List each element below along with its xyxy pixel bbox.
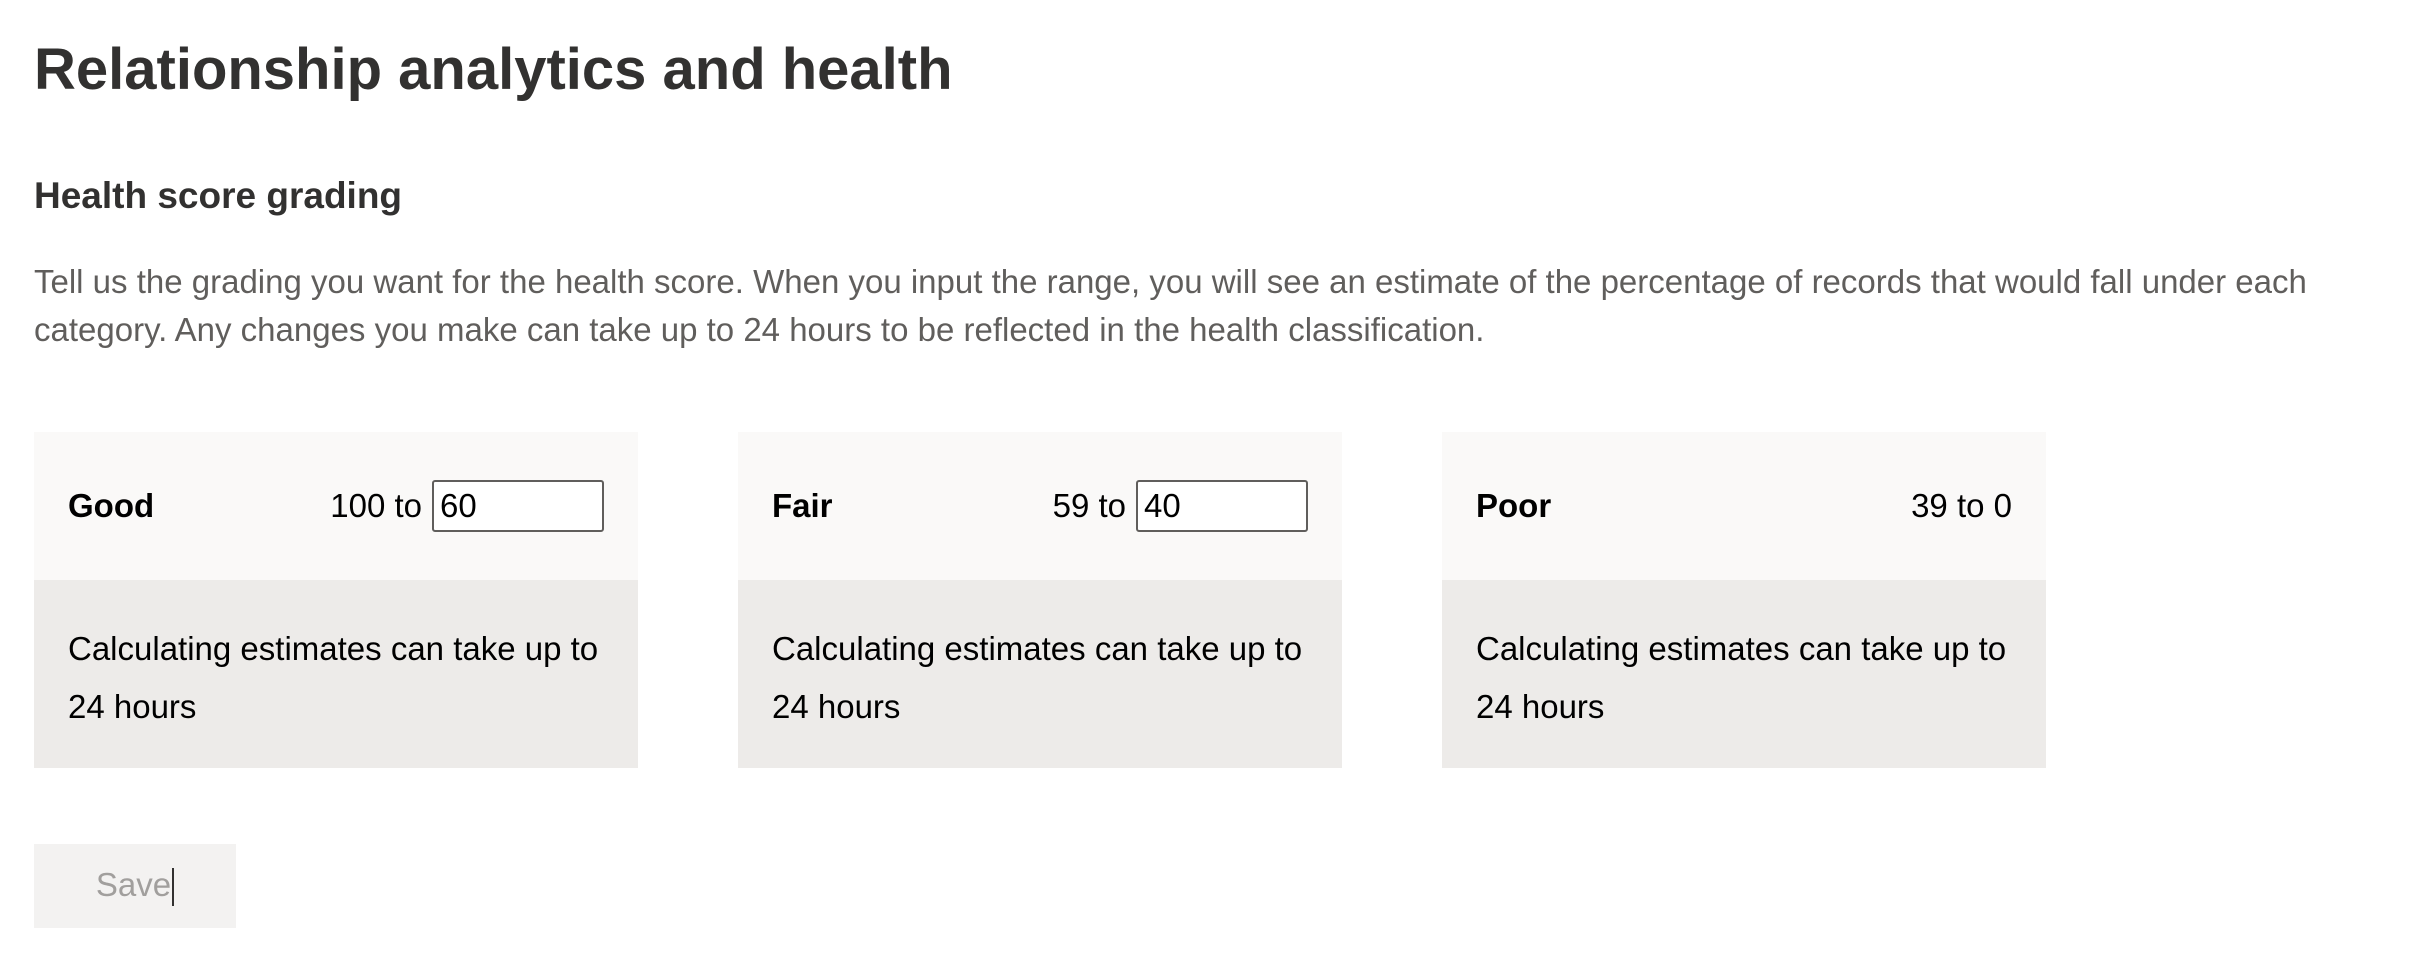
estimate-text-poor: Calculating estimates can take up to 24 … [1476, 630, 2007, 725]
grade-card-body: Calculating estimates can take up to 24 … [1442, 580, 2046, 768]
range-prefix-fair: 59 to [1052, 487, 1126, 524]
section-description: Tell us the grading you want for the hea… [34, 263, 2307, 348]
grade-label-fair: Fair [772, 487, 833, 524]
grade-card-header: Good 100 to [34, 432, 638, 580]
grade-card-poor: Poor 39 to 0 Calculating estimates can t… [1442, 432, 2046, 768]
grade-range-good: 100 to [330, 478, 604, 534]
grade-range-fair: 59 to [1053, 478, 1308, 534]
page-title: Relationship analytics and health [34, 37, 953, 102]
good-lower-bound-input[interactable] [432, 480, 604, 532]
range-text-poor: 39 to 0 [1911, 487, 2012, 524]
grade-card-fair: Fair 59 to Calculating estimates can tak… [738, 432, 1342, 768]
estimate-text-good: Calculating estimates can take up to 24 … [68, 630, 599, 725]
estimate-text-fair: Calculating estimates can take up to 24 … [772, 630, 1303, 725]
grade-card-good: Good 100 to Calculating estimates can ta… [34, 432, 638, 768]
section-title: Health score grading [34, 175, 403, 216]
save-button-label: Save [95, 865, 172, 903]
save-button[interactable]: Save [34, 844, 236, 928]
grade-card-body: Calculating estimates can take up to 24 … [34, 580, 638, 768]
grade-card-body: Calculating estimates can take up to 24 … [738, 580, 1342, 768]
grade-card-header: Poor 39 to 0 [1442, 432, 2046, 580]
grade-range-poor: 39 to 0 [1911, 478, 2012, 534]
grade-label-good: Good [68, 487, 155, 524]
grade-card-header: Fair 59 to [738, 432, 1342, 580]
range-prefix-good: 100 to [330, 487, 422, 524]
text-cursor-icon [172, 868, 175, 907]
grade-label-poor: Poor [1476, 487, 1552, 524]
relationship-analytics-page: Relationship analytics and health Health… [34, 0, 2414, 963]
fair-lower-bound-input[interactable] [1136, 480, 1308, 532]
